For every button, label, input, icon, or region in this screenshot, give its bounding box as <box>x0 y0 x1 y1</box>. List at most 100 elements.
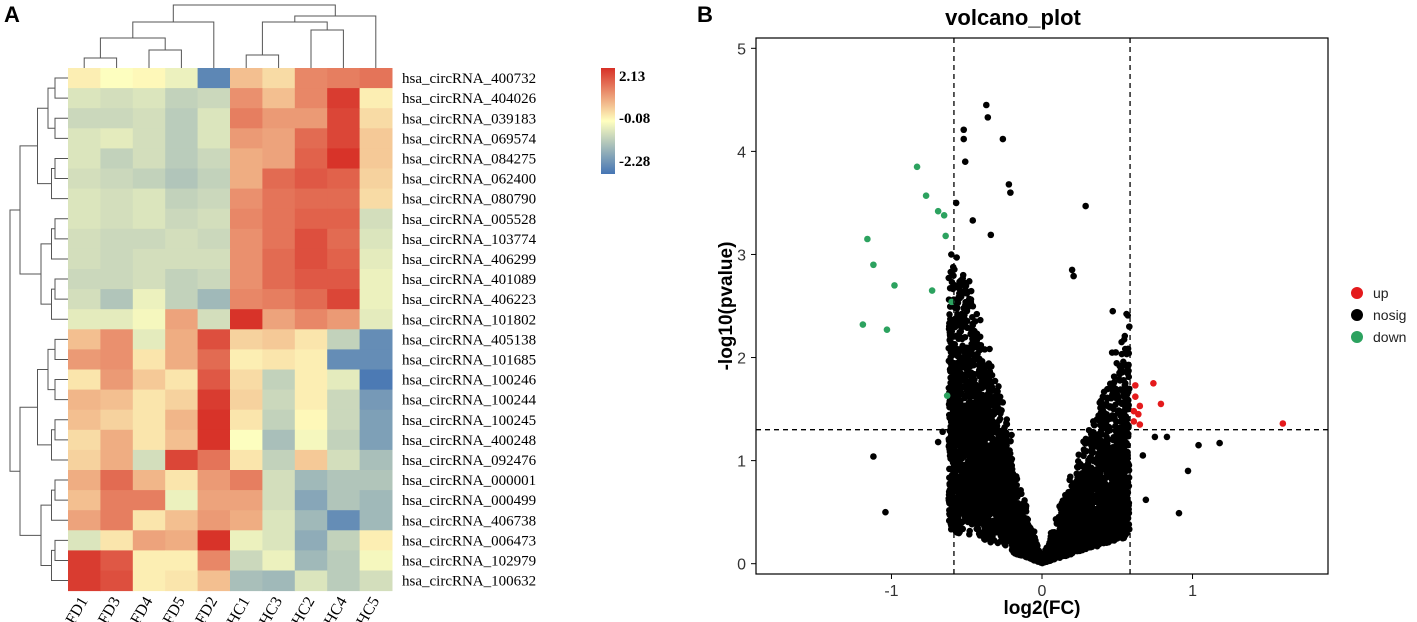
nosig_outliers-point <box>969 217 977 224</box>
y-tick-label: 5 <box>737 41 746 58</box>
heatmap-cell <box>262 510 296 531</box>
heatmap-cell <box>294 88 328 109</box>
heatmap-cell <box>68 510 101 531</box>
heatmap-cell <box>294 269 328 290</box>
nosig_outliers-point <box>882 508 889 516</box>
heatmap-cell <box>359 530 393 551</box>
heatmap-cell <box>262 570 296 592</box>
heatmap-cell <box>132 208 166 230</box>
nosig-cloud-points <box>945 251 1133 567</box>
heatmap-cell <box>327 550 361 571</box>
heatmap-cell <box>100 570 134 592</box>
heatmap-cell <box>230 470 263 491</box>
heatmap-cell <box>294 128 328 149</box>
heatmap-cell <box>327 449 361 471</box>
legend-label-down: down <box>1373 329 1406 345</box>
nosig_outliers-point <box>934 438 942 446</box>
heatmap-cell <box>262 449 296 471</box>
heatmap-cell <box>262 490 296 511</box>
heatmap-cell <box>294 248 328 270</box>
down-point <box>870 261 877 269</box>
heatmap-cell <box>68 148 101 169</box>
up-point <box>1136 402 1144 410</box>
column-dendrogram-link <box>148 49 182 68</box>
heatmap-cell <box>165 510 199 531</box>
heatmap-cell <box>100 108 134 129</box>
heatmap-column-label: FD1 <box>63 594 92 622</box>
heatmap-cell <box>359 329 393 350</box>
row-dendrogram-link <box>37 107 52 185</box>
heatmap-cell <box>262 470 296 491</box>
heatmap-cell <box>197 409 231 431</box>
up-point <box>1130 418 1138 425</box>
nosig_outliers-point <box>1005 181 1013 188</box>
heatmap-cell <box>132 248 166 270</box>
heatmap-cell <box>359 429 393 451</box>
y-tick-label: 0 <box>737 557 746 574</box>
heatmap-cell <box>262 409 296 431</box>
heatmap-cell <box>262 269 296 290</box>
nosig_outliers-point <box>983 101 990 109</box>
heatmap-cell <box>359 248 393 270</box>
heatmap-cell <box>100 349 134 370</box>
heatmap-cell <box>262 309 296 330</box>
heatmap-cell <box>100 269 134 290</box>
heatmap-cell <box>165 369 199 391</box>
heatmap-cell <box>165 470 199 491</box>
heatmap-cell <box>68 269 101 290</box>
up-point <box>1136 421 1144 428</box>
heatmap-cell <box>165 228 199 250</box>
nosig_outliers-point <box>1175 509 1183 517</box>
heatmap-row-label: hsa_circRNA_062400 <box>402 172 536 188</box>
heatmap-cell <box>359 309 393 330</box>
heatmap-cell <box>197 68 231 89</box>
panel-letter-b: B <box>697 2 713 27</box>
heatmap-cell <box>68 208 101 230</box>
nosig_outliers-point <box>870 453 877 460</box>
heatmap-cell <box>100 369 134 391</box>
row-dendrogram-link <box>54 77 68 99</box>
down-point <box>922 192 930 200</box>
row-dendrogram-link <box>47 348 55 391</box>
heatmap-cell <box>165 429 199 451</box>
heatmap-row-label: hsa_circRNA_080790 <box>402 192 536 208</box>
heatmap-cell <box>359 550 393 571</box>
heatmap-cell <box>262 429 296 451</box>
row-dendrogram-link <box>51 228 68 260</box>
heatmap-cell <box>262 88 296 109</box>
heatmap-row-label: hsa_circRNA_084275 <box>402 151 536 167</box>
heatmap-cell <box>68 329 101 350</box>
heatmap-cell <box>132 148 166 169</box>
heatmap-cell <box>165 349 199 370</box>
heatmap-cell <box>230 168 263 190</box>
heatmap-cell <box>197 429 231 451</box>
colorbar-min-label: -2.28 <box>619 154 650 170</box>
row-dendrogram <box>9 77 68 582</box>
heatmap-cell <box>68 128 101 149</box>
heatmap-cell <box>197 148 231 169</box>
heatmap-cell <box>327 168 361 190</box>
heatmap-cell <box>68 369 101 391</box>
heatmap-cell <box>359 490 393 511</box>
heatmap-cell <box>327 148 361 169</box>
heatmap-cell <box>359 289 393 310</box>
heatmap-cell <box>294 289 328 310</box>
heatmap-row-label: hsa_circRNA_406223 <box>402 292 536 308</box>
heatmap-row-label: hsa_circRNA_100245 <box>402 413 536 429</box>
heatmap-column-labels: FD1 FD3 FD4 FD5 FD2 HC1 HC3 HC2 HC4 HC5 <box>63 594 384 622</box>
heatmap-cell <box>68 108 101 129</box>
nosig_outliers-point <box>960 126 968 134</box>
heatmap-cell <box>294 550 328 571</box>
heatmap-cell <box>100 88 134 109</box>
heatmap-cell <box>132 329 166 350</box>
heatmap-cell <box>68 490 101 511</box>
heatmap-cell <box>68 449 101 471</box>
heatmap-cell <box>197 228 231 250</box>
heatmap-cell <box>165 409 199 431</box>
heatmap-cell <box>197 369 231 391</box>
heatmap-cell <box>100 550 134 571</box>
heatmap-cell <box>197 490 231 511</box>
heatmap-cell <box>294 309 328 330</box>
down-point <box>940 211 948 219</box>
